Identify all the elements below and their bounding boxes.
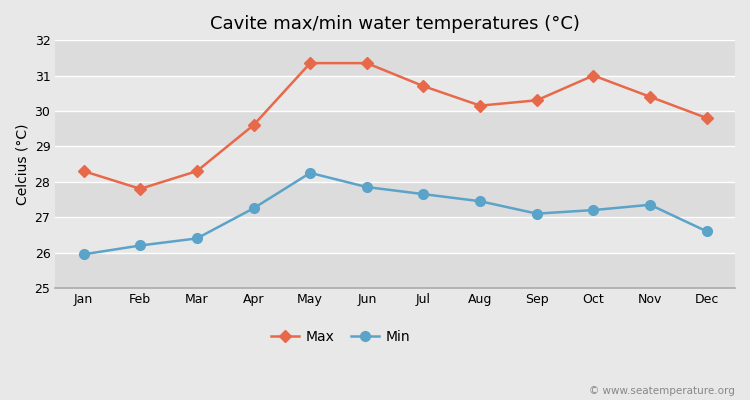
Max <box>362 61 371 66</box>
Max <box>419 84 428 88</box>
Max <box>589 73 598 78</box>
Min <box>362 185 371 190</box>
Title: Cavite max/min water temperatures (°C): Cavite max/min water temperatures (°C) <box>210 15 580 33</box>
Bar <box>56 182 735 217</box>
Max <box>193 169 202 174</box>
Text: © www.seatemperature.org: © www.seatemperature.org <box>590 386 735 396</box>
Max <box>646 94 655 99</box>
Min <box>419 192 428 196</box>
Y-axis label: Celcius (°C): Celcius (°C) <box>15 123 29 205</box>
Line: Min: Min <box>79 168 712 259</box>
Min <box>589 208 598 212</box>
Bar <box>56 40 735 76</box>
Legend: Max, Min: Max, Min <box>266 325 416 350</box>
Min <box>249 206 258 211</box>
Bar <box>56 146 735 182</box>
Bar <box>56 111 735 146</box>
Max <box>136 186 145 191</box>
Bar <box>56 76 735 111</box>
Max <box>306 61 315 66</box>
Max <box>532 98 542 103</box>
Bar <box>56 252 735 288</box>
Max <box>476 103 484 108</box>
Min <box>646 202 655 207</box>
Max <box>79 169 88 174</box>
Max <box>702 116 711 120</box>
Max <box>249 123 258 128</box>
Bar <box>56 217 735 252</box>
Min <box>532 211 542 216</box>
Min <box>79 252 88 257</box>
Min <box>136 243 145 248</box>
Min <box>476 199 484 204</box>
Min <box>193 236 202 241</box>
Min <box>306 170 315 175</box>
Min <box>702 229 711 234</box>
Line: Max: Max <box>80 59 711 193</box>
